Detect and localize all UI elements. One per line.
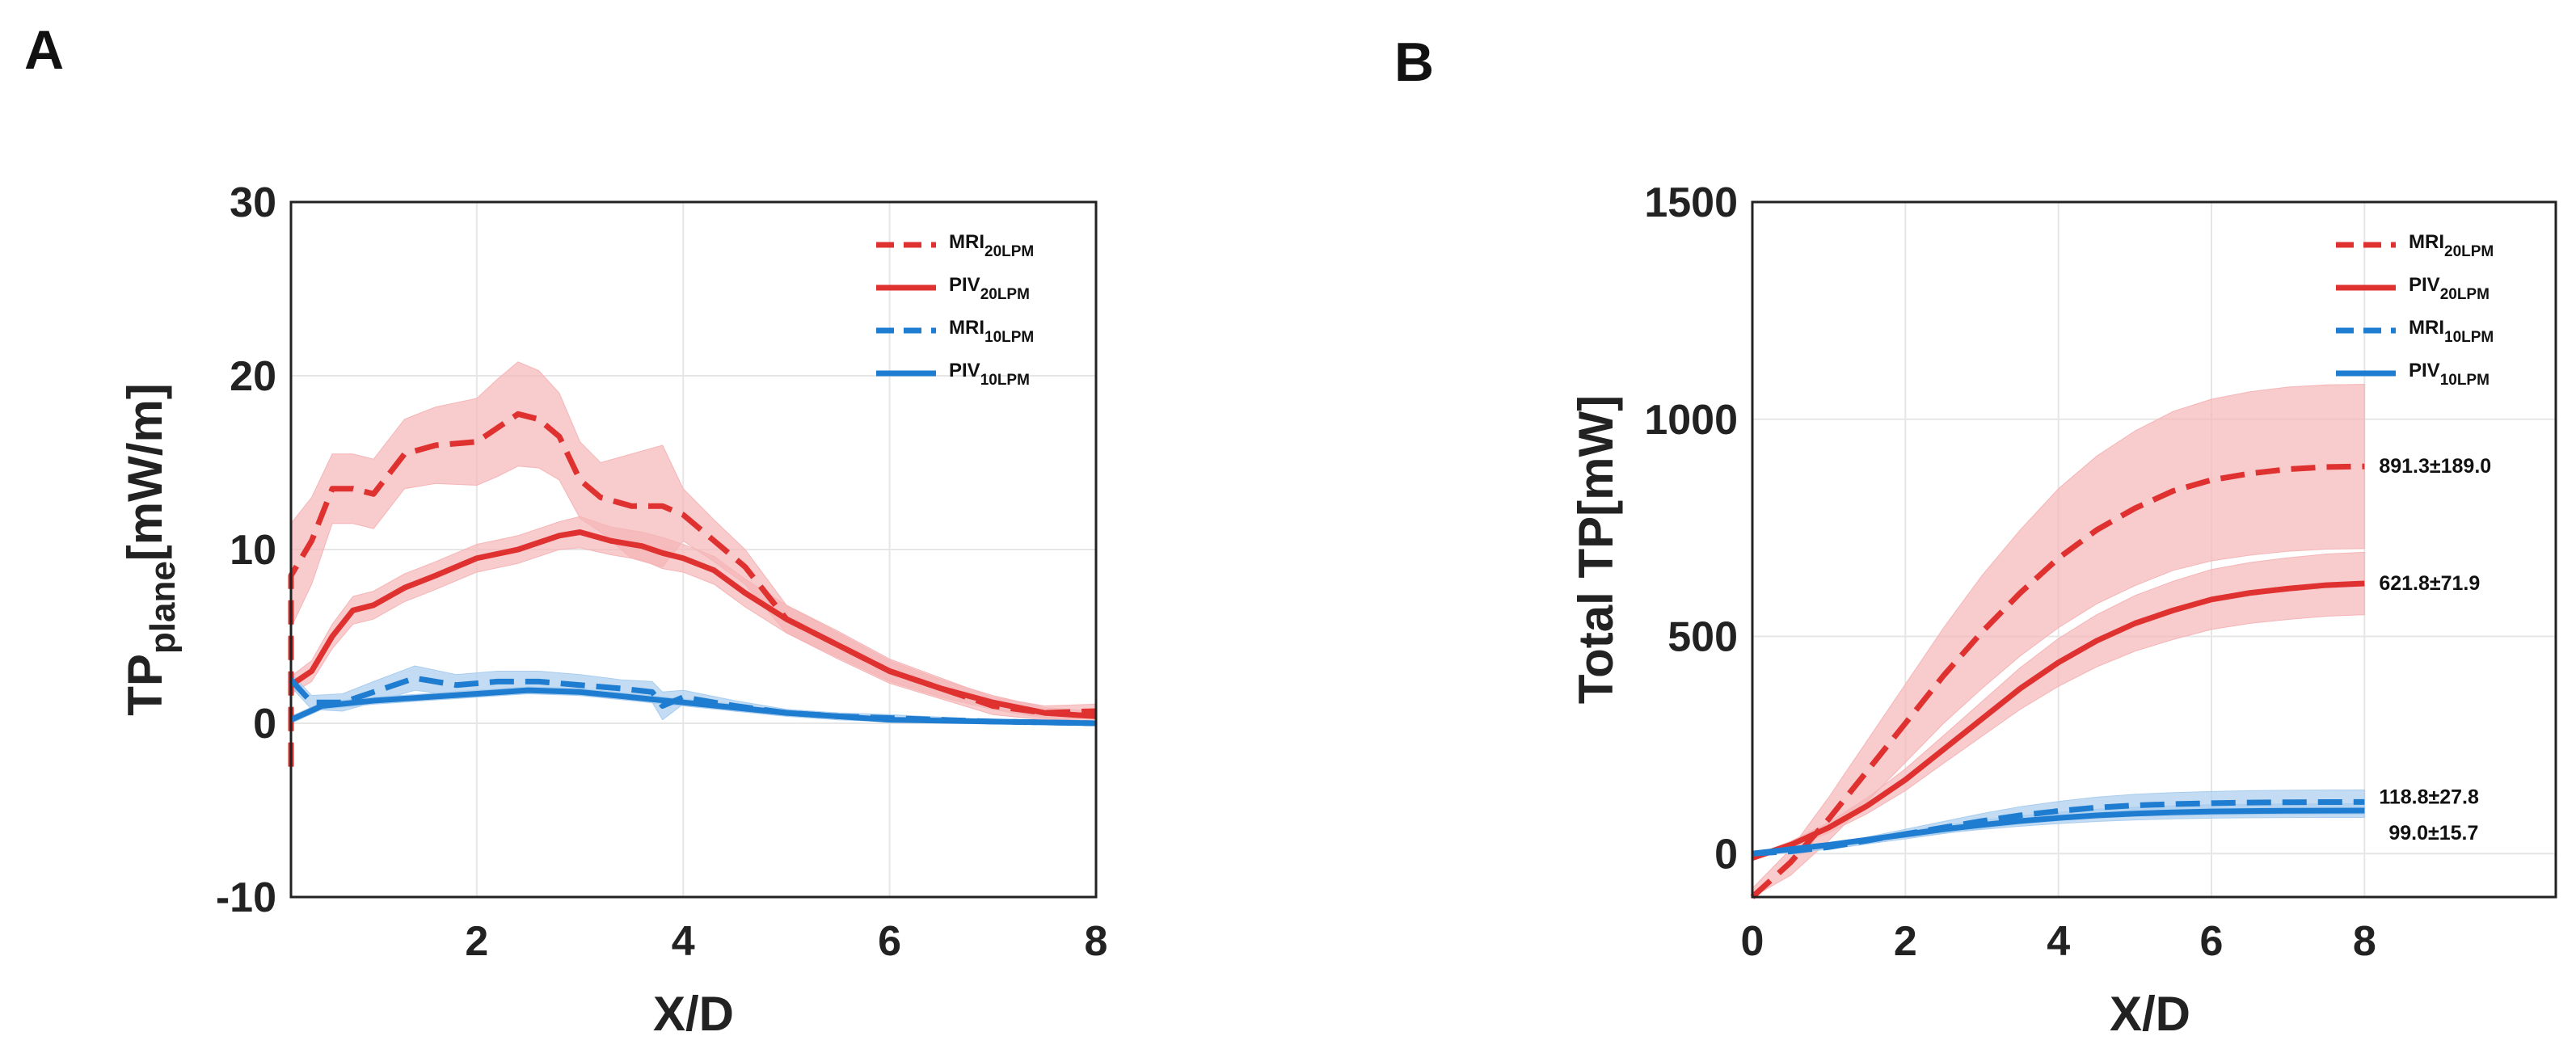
series-lines-a: [288, 411, 1097, 767]
legend-label: PIV10LPM: [949, 360, 1030, 389]
x-tick-label: 4: [672, 918, 695, 965]
legend-label: MRI20LPM: [949, 231, 1034, 260]
x-tick-label: 6: [2200, 918, 2224, 965]
series-lines-b: [1750, 463, 2365, 899]
ticks-a: 2 4 6 8 -10 0 10 20 30: [216, 179, 1108, 965]
y-tick-label: -10: [216, 874, 276, 921]
x-axis-label-b: X/D: [2110, 987, 2190, 1041]
panel-letter-a: A: [24, 19, 64, 81]
y-tick-label: 30: [230, 179, 276, 226]
y-axis-label-a-sub: plane: [143, 561, 183, 654]
y-axis-label-a-unit: [mW/m]: [118, 383, 172, 561]
ticks-b: 0 2 4 6 8 0 500 1000 1500: [1644, 179, 2376, 965]
series-line: [1750, 463, 2365, 899]
series-line: [1752, 807, 2365, 857]
series-line: [1751, 580, 2365, 861]
annotations-b: 891.3±189.0 621.8±71.9 118.8±27.8 99.0±15.7: [2379, 455, 2491, 845]
legend-a: MRI20LPM PIV20LPM MRI10LPM PIV10LPM: [876, 231, 1034, 389]
chart-panel-b: 0 2 4 6 8 0 500 1000 1500 X/D Total TP[mW] MRI20…: [1569, 179, 2557, 1041]
x-tick-label: 2: [465, 918, 488, 965]
y-axis-label-a-main: TP: [118, 654, 172, 716]
legend-label: MRI10LPM: [949, 317, 1034, 346]
y-tick-label: 10: [230, 527, 276, 574]
y-tick-label: 20: [230, 353, 276, 400]
panel-letter-b: B: [1394, 32, 1434, 93]
value-annotation: 99.0±15.7: [2388, 822, 2478, 845]
value-annotation: 891.3±189.0: [2379, 455, 2491, 478]
legend-label: PIV20LPM: [949, 274, 1030, 303]
y-tick-label: 500: [1667, 614, 1738, 661]
y-axis-label-a: TPplane[mW/m]: [118, 383, 183, 716]
legend-label: MRI10LPM: [2409, 317, 2494, 346]
y-tick-label: 0: [1714, 831, 1738, 878]
series-line: [289, 529, 1097, 719]
x-tick-label: 0: [1741, 918, 1764, 965]
value-annotation: 621.8±71.9: [2379, 572, 2480, 595]
value-annotation: 118.8±27.8: [2379, 786, 2479, 808]
chart-panel-a: 2 4 6 8 -10 0 10 20 30 X/D TPplane[mW/m] MRI20LP…: [118, 179, 1107, 1041]
series-line: [1752, 798, 2365, 857]
y-axis-label-b: Total TP[mW]: [1569, 395, 1623, 704]
legend-label: PIV20LPM: [2409, 274, 2490, 303]
legend-label: MRI20LPM: [2409, 231, 2494, 260]
y-tick-label: 1500: [1644, 179, 1738, 226]
plot-frame-b: [1751, 200, 2557, 899]
x-tick-label: 8: [2353, 918, 2376, 965]
x-axis-label-a: X/D: [653, 987, 734, 1041]
y-tick-label: 1000: [1644, 397, 1738, 444]
y-tick-label: 0: [253, 701, 276, 748]
legend-b: MRI20LPM PIV20LPM MRI10LPM PIV10LPM: [2336, 231, 2494, 389]
x-tick-label: 4: [2047, 918, 2070, 965]
plot-frame-a: [289, 200, 1098, 899]
series-band: [1752, 384, 2365, 898]
x-tick-label: 8: [1085, 918, 1108, 965]
bands-a: [290, 361, 1097, 802]
x-tick-label: 2: [1894, 918, 1917, 965]
series-line: [289, 687, 1097, 727]
legend-label: PIV10LPM: [2409, 360, 2490, 389]
x-tick-label: 6: [878, 918, 901, 965]
